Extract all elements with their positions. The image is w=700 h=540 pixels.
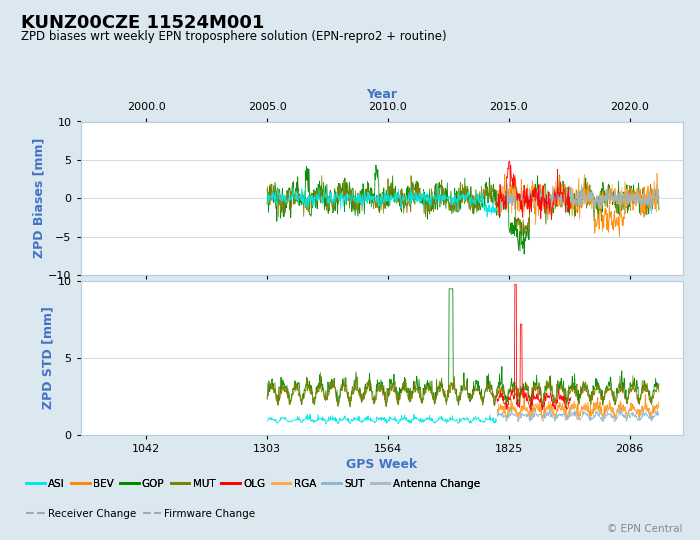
Legend: ASI, BEV, GOP, MUT, OLG, RGA, SUT, Antenna Change: ASI, BEV, GOP, MUT, OLG, RGA, SUT, Anten…	[26, 479, 480, 489]
Text: KUNZ00CZE 11524M001: KUNZ00CZE 11524M001	[21, 14, 265, 31]
Text: ZPD biases wrt weekly EPN troposphere solution (EPN-repro2 + routine): ZPD biases wrt weekly EPN troposphere so…	[21, 30, 447, 43]
X-axis label: Year: Year	[366, 89, 397, 102]
Y-axis label: ZPD STD [mm]: ZPD STD [mm]	[42, 307, 55, 409]
Text: © EPN Central: © EPN Central	[607, 523, 682, 534]
X-axis label: GPS Week: GPS Week	[346, 458, 417, 471]
Legend: Receiver Change, Firmware Change: Receiver Change, Firmware Change	[26, 509, 256, 518]
Y-axis label: ZPD Biases [mm]: ZPD Biases [mm]	[32, 138, 46, 259]
